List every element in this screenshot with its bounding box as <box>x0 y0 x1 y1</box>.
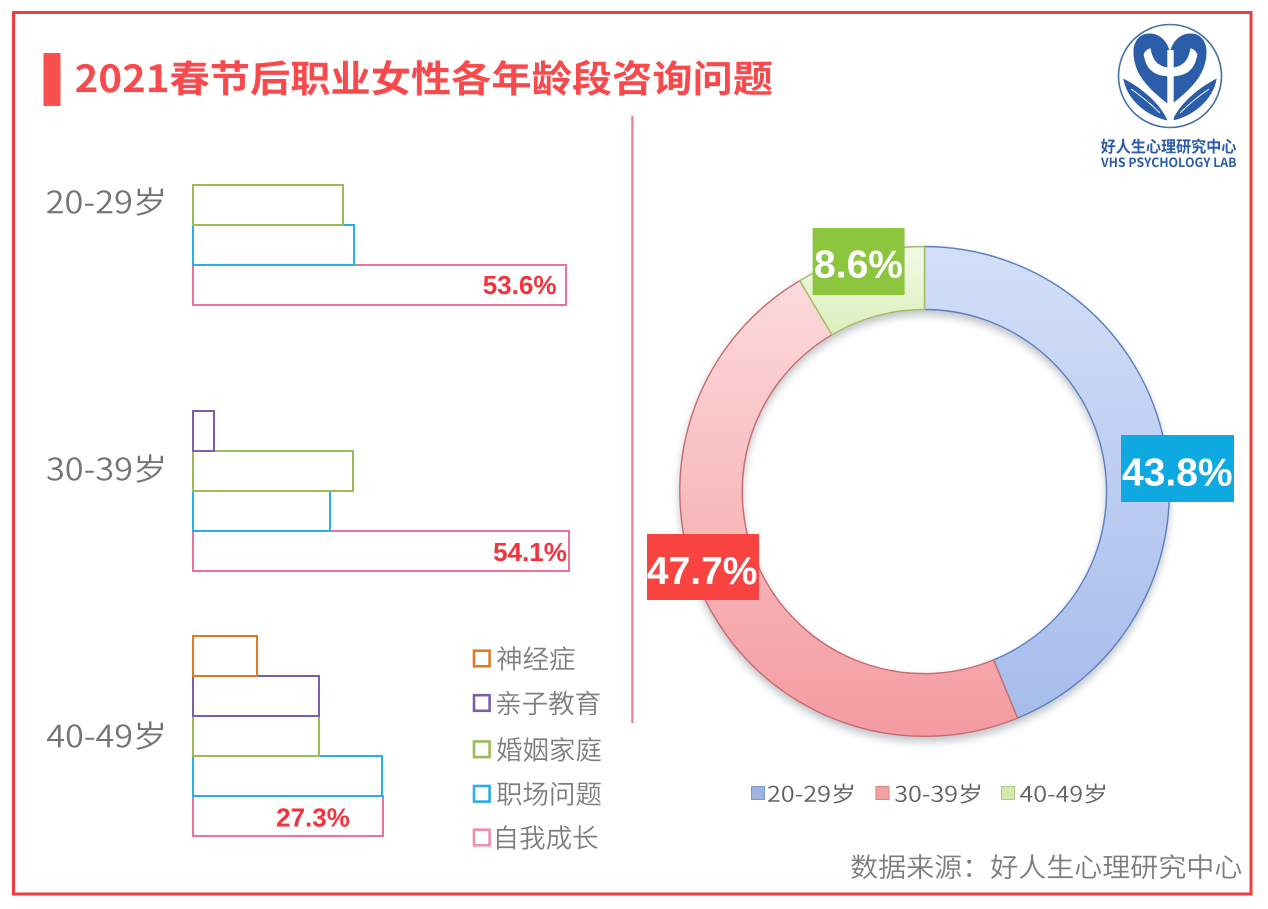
svg-text:43.8%: 43.8% <box>1122 451 1233 494</box>
svg-text:27.3%: 27.3% <box>276 802 350 832</box>
svg-text:54.1%: 54.1% <box>493 537 567 567</box>
svg-text:53.6%: 53.6% <box>483 270 557 300</box>
svg-text:8.6%: 8.6% <box>814 244 903 287</box>
svg-text:47.7%: 47.7% <box>647 550 758 593</box>
